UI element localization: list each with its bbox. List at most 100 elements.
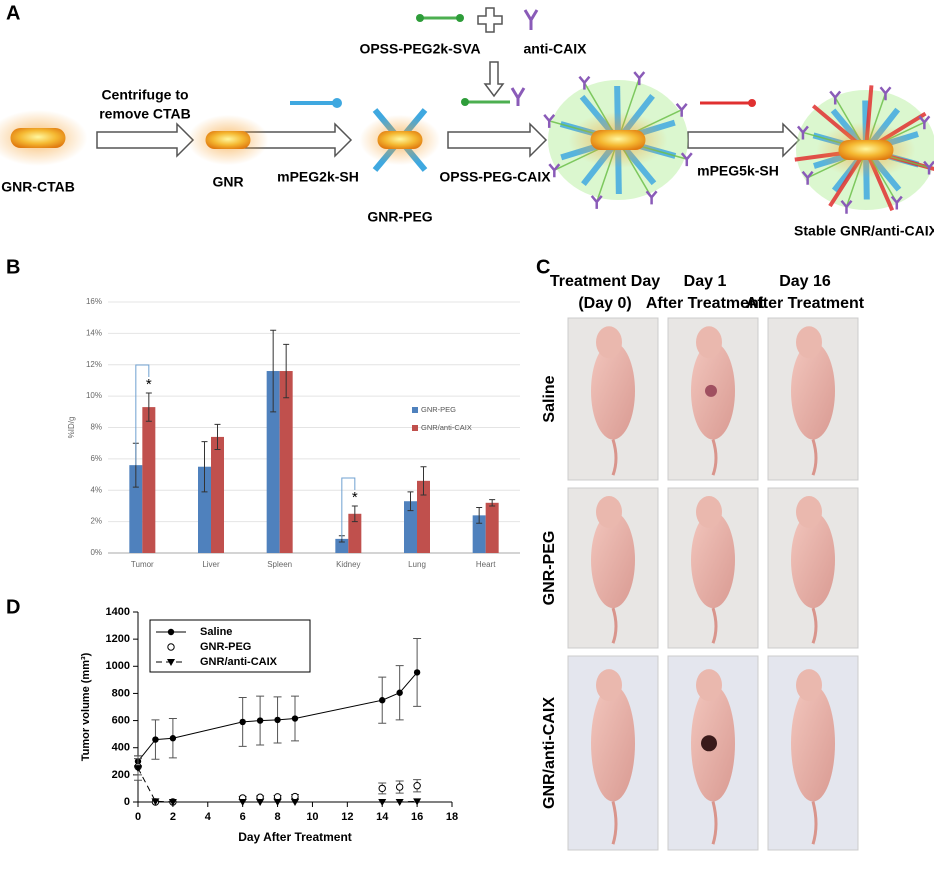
y-tick-label: 600 xyxy=(112,714,130,726)
step-label: remove CTAB xyxy=(99,106,191,122)
significance-bracket xyxy=(135,364,150,466)
mouse-tail xyxy=(611,801,618,845)
significance-bracket xyxy=(341,477,356,539)
tumor-mark xyxy=(701,735,717,752)
mouse-head xyxy=(596,496,622,528)
bar xyxy=(404,501,417,553)
point xyxy=(413,798,422,806)
series-line xyxy=(137,767,418,803)
x-tick-label: 2 xyxy=(170,811,176,823)
panel-label: D xyxy=(6,596,20,618)
y-tick-label: 14% xyxy=(86,328,102,337)
linker-end xyxy=(748,99,756,107)
bar xyxy=(485,502,499,553)
point xyxy=(169,735,177,742)
mouse-head xyxy=(596,669,622,702)
point xyxy=(378,784,386,793)
legend-label: GNR/anti-CAIX xyxy=(421,423,472,432)
arrow xyxy=(96,122,195,158)
mouse-body xyxy=(591,342,635,440)
antibody xyxy=(548,163,561,178)
bar xyxy=(211,436,224,553)
row-label: Saline xyxy=(541,375,558,422)
mouse-tail xyxy=(711,801,718,845)
error-bar xyxy=(283,343,290,399)
node-label: Stable GNR/anti-CAIX xyxy=(794,223,934,239)
x-tick-label: Lung xyxy=(408,560,426,569)
point xyxy=(256,799,265,806)
antibody xyxy=(923,160,934,175)
point xyxy=(238,799,247,806)
antibody xyxy=(801,170,814,185)
x-tick-label: 18 xyxy=(446,811,458,823)
antibody xyxy=(675,102,688,117)
reagents xyxy=(416,7,539,106)
y-tick-label: 200 xyxy=(112,769,130,781)
antibody xyxy=(918,115,931,130)
y-axis-label: Tumor volume (mm³) xyxy=(80,652,92,761)
y-tick-label: 0 xyxy=(124,796,130,808)
bar xyxy=(417,480,430,553)
x-tick-label: Kidney xyxy=(336,560,360,569)
antibody xyxy=(645,190,658,205)
x-tick-label: Liver xyxy=(202,560,220,569)
column-header: Day 16 After Treatment xyxy=(746,273,865,312)
step-label: OPSS-PEG-CAIX xyxy=(439,169,551,185)
y-tick-label: 800 xyxy=(112,687,130,699)
error-bar xyxy=(270,329,277,413)
x-tick-label: 14 xyxy=(376,811,389,823)
bar xyxy=(335,538,349,553)
mouse-head xyxy=(796,669,822,702)
row-label: GNR-PEG xyxy=(541,531,558,606)
point xyxy=(274,716,281,724)
gold-nanorod xyxy=(205,131,251,149)
point xyxy=(378,799,387,806)
mouse-body xyxy=(591,685,635,802)
point xyxy=(291,792,299,801)
y-tick-label: 10% xyxy=(86,391,102,400)
error-bar xyxy=(201,441,208,493)
gold-nanorod xyxy=(377,131,423,149)
node-label: GNR xyxy=(212,174,243,190)
x-axis-label: Day After Treatment xyxy=(238,830,352,844)
point xyxy=(291,715,299,722)
linker-end xyxy=(416,14,424,22)
antibody xyxy=(523,9,539,30)
panel-label: B xyxy=(6,256,20,278)
legend-swatch xyxy=(412,407,418,413)
gold-nanorod xyxy=(590,130,646,150)
linker-end xyxy=(461,98,469,106)
nanorods xyxy=(0,71,934,214)
point xyxy=(168,799,177,806)
antibody xyxy=(590,195,603,209)
x-tick-label: Tumor xyxy=(131,560,154,569)
reagent-label: OPSS-PEG2k-SVA xyxy=(359,41,480,57)
antibody xyxy=(543,114,556,128)
antibody xyxy=(633,71,646,86)
legend-marker xyxy=(167,628,175,636)
mouse-tail xyxy=(811,801,818,845)
charts: B 0% 2% 4% 6% 8% 10% 12% 14% 16% %ID/g Tumor Liver Sp… xyxy=(6,256,520,844)
y-tick-label: 8% xyxy=(90,423,102,432)
error-bar xyxy=(145,392,152,422)
annotation: * xyxy=(352,489,358,506)
error-bar xyxy=(489,499,496,507)
point xyxy=(413,782,421,790)
antibody xyxy=(890,195,903,210)
mouse-body xyxy=(591,512,635,608)
linker-end xyxy=(332,98,342,108)
x-tick-label: 0 xyxy=(135,811,141,823)
step-label: mPEG2k-SH xyxy=(277,169,359,185)
linker-end xyxy=(456,14,464,22)
y-tick-label: 2% xyxy=(90,517,102,526)
point xyxy=(273,799,282,806)
legend-label: GNR-PEG xyxy=(421,405,456,414)
error-bar xyxy=(351,505,358,523)
mouse-tail xyxy=(811,439,818,476)
bar xyxy=(142,407,156,553)
bar xyxy=(348,513,362,553)
point xyxy=(291,799,299,806)
point xyxy=(379,697,386,704)
mouse-head xyxy=(696,326,722,359)
